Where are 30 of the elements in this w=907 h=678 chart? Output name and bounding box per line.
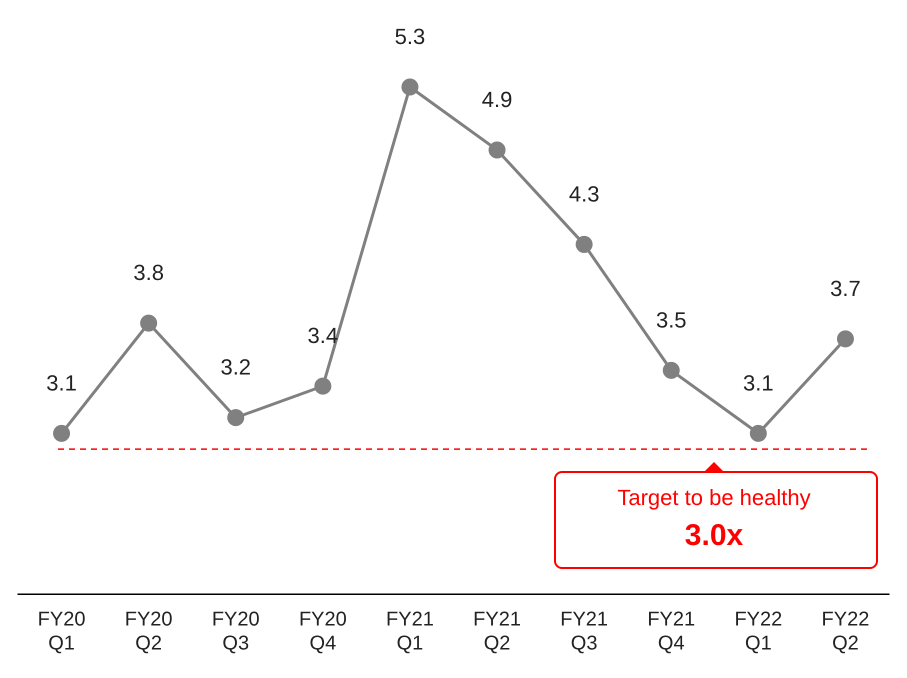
x-tick-label: FY20 Q4	[298, 608, 347, 655]
point	[750, 424, 767, 442]
x-tick-label: FY21 Q2	[473, 608, 521, 655]
x-tick-label: FY21 Q3	[560, 608, 608, 655]
point	[227, 409, 244, 426]
data-label: 3.2	[220, 354, 252, 380]
data-label: 4.9	[482, 87, 512, 112]
point	[576, 236, 593, 253]
x-tick-label: FY20 Q3	[212, 608, 260, 655]
legend-label: Target to be healthy 3.0x	[616, 485, 812, 554]
point	[836, 330, 854, 348]
point	[140, 314, 158, 332]
point	[314, 378, 332, 395]
point	[401, 78, 418, 96]
point	[488, 141, 506, 158]
data-label: 3.5	[656, 307, 687, 332]
data-label: 3.1	[743, 370, 774, 396]
data-label: 3.8	[133, 260, 164, 286]
x-tick-label: FY20 Q1	[38, 608, 86, 655]
x-tick-label: FY22 Q2	[822, 608, 870, 655]
x-tick-label: FY21 Q1	[386, 608, 434, 655]
data-label: 5.3	[394, 24, 426, 50]
data-label: 4.3	[568, 181, 600, 206]
point	[662, 362, 680, 379]
x-tick-label: FY22 Q1	[734, 608, 782, 655]
point	[53, 424, 70, 442]
data-label: 3.1	[46, 370, 77, 396]
x-tick-label: FY21 Q4	[647, 608, 696, 655]
data-label: 3.7	[830, 276, 861, 301]
x-tick-label: FY20 Q2	[124, 608, 173, 655]
